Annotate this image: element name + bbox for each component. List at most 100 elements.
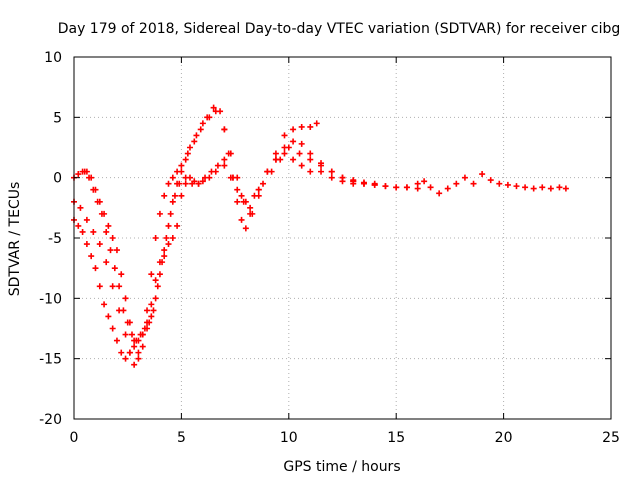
- data-point: [103, 259, 110, 266]
- series-track-a: [71, 104, 421, 368]
- data-point: [105, 313, 112, 320]
- series-track-c: [71, 150, 357, 356]
- data-point: [135, 355, 142, 362]
- data-point: [92, 265, 99, 272]
- data-point: [496, 180, 503, 187]
- data-point: [436, 190, 443, 197]
- data-point: [182, 180, 189, 187]
- data-point: [83, 241, 90, 248]
- data-point: [88, 253, 95, 260]
- data-point: [182, 156, 189, 163]
- data-point: [208, 168, 215, 175]
- data-point: [221, 126, 228, 133]
- data-point: [453, 180, 460, 187]
- data-point: [139, 343, 146, 350]
- y-tick-label: -5: [48, 231, 62, 247]
- data-point: [206, 114, 213, 121]
- data-point: [109, 325, 116, 332]
- data-point: [298, 123, 305, 130]
- data-point: [530, 185, 537, 192]
- data-point: [242, 225, 249, 232]
- data-point: [296, 150, 303, 157]
- data-point: [260, 180, 267, 187]
- data-point: [360, 180, 367, 187]
- data-point: [227, 150, 234, 157]
- data-point: [393, 184, 400, 191]
- data-point: [161, 192, 168, 199]
- data-point: [120, 307, 127, 314]
- y-tick-label: 5: [53, 110, 62, 126]
- x-tick-label: 25: [602, 430, 620, 446]
- data-point: [176, 180, 183, 187]
- data-point: [272, 150, 279, 157]
- chart-title: Day 179 of 2018, Sidereal Day-to-day VTE…: [58, 21, 621, 37]
- data-point: [116, 283, 123, 290]
- data-point: [290, 138, 297, 145]
- data-point: [90, 186, 97, 193]
- data-point: [152, 235, 159, 241]
- data-point: [414, 180, 421, 187]
- data-point: [193, 132, 200, 139]
- data-point: [189, 180, 196, 187]
- data-point: [371, 181, 378, 188]
- data-point: [313, 120, 320, 127]
- data-point: [461, 174, 468, 181]
- data-point: [169, 235, 176, 241]
- data-point: [298, 162, 305, 169]
- data-point: [298, 140, 305, 147]
- x-tick-label: 15: [387, 430, 405, 446]
- data-point: [444, 185, 451, 192]
- data-point: [161, 247, 168, 254]
- data-point: [470, 180, 477, 187]
- data-point: [94, 198, 101, 205]
- data-point: [131, 343, 138, 350]
- data-point: [328, 168, 335, 175]
- data-point: [171, 192, 178, 199]
- x-tick-label: 0: [70, 430, 79, 446]
- data-point: [202, 174, 209, 181]
- data-point: [197, 126, 204, 133]
- series-track-d: [81, 144, 378, 344]
- data-point: [98, 210, 105, 217]
- data-point: [199, 120, 206, 127]
- data-point: [124, 319, 131, 326]
- data-point: [487, 177, 494, 184]
- data-point: [174, 222, 181, 229]
- data-point: [178, 162, 185, 169]
- data-marks: [71, 104, 569, 368]
- data-point: [156, 210, 163, 217]
- data-point: [109, 283, 116, 290]
- data-point: [103, 228, 110, 235]
- data-point: [234, 186, 241, 193]
- data-point: [556, 184, 563, 191]
- data-point: [214, 162, 221, 169]
- data-point: [307, 150, 314, 157]
- data-point: [165, 222, 172, 229]
- y-tick-label: -20: [39, 412, 62, 428]
- data-point: [307, 123, 314, 130]
- data-point: [328, 174, 335, 181]
- data-point: [146, 319, 153, 326]
- data-point: [547, 185, 554, 192]
- data-point: [268, 168, 275, 175]
- data-point: [178, 192, 185, 199]
- data-point: [382, 183, 389, 190]
- series-track-e: [350, 171, 569, 197]
- data-point: [79, 228, 86, 235]
- data-point: [101, 301, 108, 308]
- data-point: [277, 156, 284, 163]
- y-tick-label: -10: [39, 291, 62, 307]
- data-point: [75, 222, 82, 229]
- data-point: [154, 283, 161, 290]
- data-point: [122, 295, 129, 302]
- data-point: [307, 168, 314, 175]
- data-point: [403, 184, 410, 191]
- data-point: [75, 171, 82, 178]
- data-point: [152, 295, 159, 302]
- data-point: [159, 259, 166, 266]
- y-tick-label: -15: [39, 352, 62, 368]
- data-point: [221, 162, 228, 169]
- data-point: [186, 144, 193, 151]
- data-point: [156, 271, 163, 278]
